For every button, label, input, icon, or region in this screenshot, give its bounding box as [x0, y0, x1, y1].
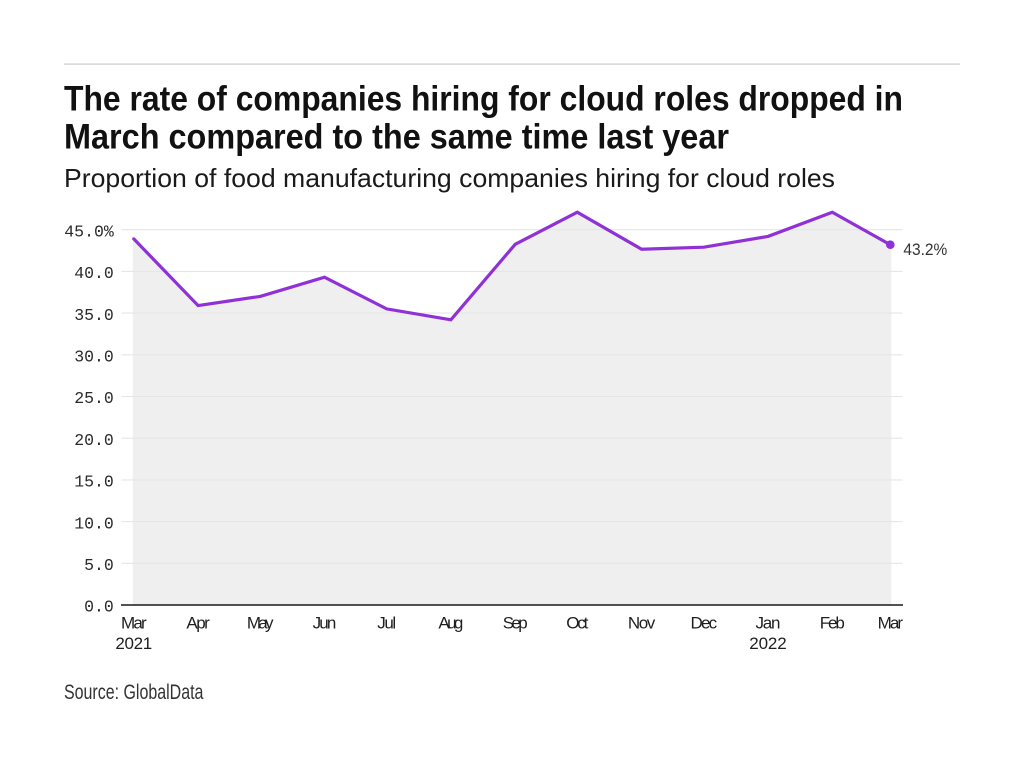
svg-text:Oct: Oct [566, 614, 588, 633]
svg-text:Mar: Mar [121, 614, 147, 633]
svg-text:Aug: Aug [438, 614, 463, 633]
svg-text:March compared to the same tim: March compared to the same time last yea… [64, 118, 729, 157]
svg-text:Dec: Dec [690, 614, 717, 633]
svg-text:40.0: 40.0 [74, 264, 114, 283]
svg-text:May: May [247, 614, 274, 633]
svg-text:5.0: 5.0 [84, 556, 114, 575]
svg-text:2022: 2022 [749, 634, 786, 653]
svg-text:35.0: 35.0 [74, 306, 114, 325]
svg-text:Jan: Jan [756, 614, 781, 633]
svg-text:43.2%: 43.2% [903, 240, 947, 259]
svg-text:Mar: Mar [878, 614, 904, 633]
svg-text:20.0: 20.0 [74, 431, 114, 450]
svg-text:Jun: Jun [313, 614, 337, 633]
svg-text:25.0: 25.0 [74, 389, 114, 408]
svg-text:Apr: Apr [186, 614, 210, 633]
svg-text:10.0: 10.0 [74, 514, 114, 533]
svg-text:Sep: Sep [503, 614, 528, 633]
svg-text:Jul: Jul [377, 614, 396, 633]
svg-text:Nov: Nov [628, 614, 656, 633]
svg-text:45.0%: 45.0% [64, 222, 114, 241]
svg-text:Source: GlobalData: Source: GlobalData [64, 680, 204, 704]
svg-text:Feb: Feb [820, 614, 845, 633]
svg-text:Proportion of food manufacturi: Proportion of food manufacturing compani… [64, 163, 835, 193]
svg-text:0.0: 0.0 [84, 598, 114, 617]
svg-text:15.0: 15.0 [74, 473, 114, 492]
svg-text:2021: 2021 [115, 634, 152, 653]
svg-text:30.0: 30.0 [74, 348, 114, 367]
svg-text:The rate of companies hiring f: The rate of companies hiring for cloud r… [64, 80, 903, 119]
